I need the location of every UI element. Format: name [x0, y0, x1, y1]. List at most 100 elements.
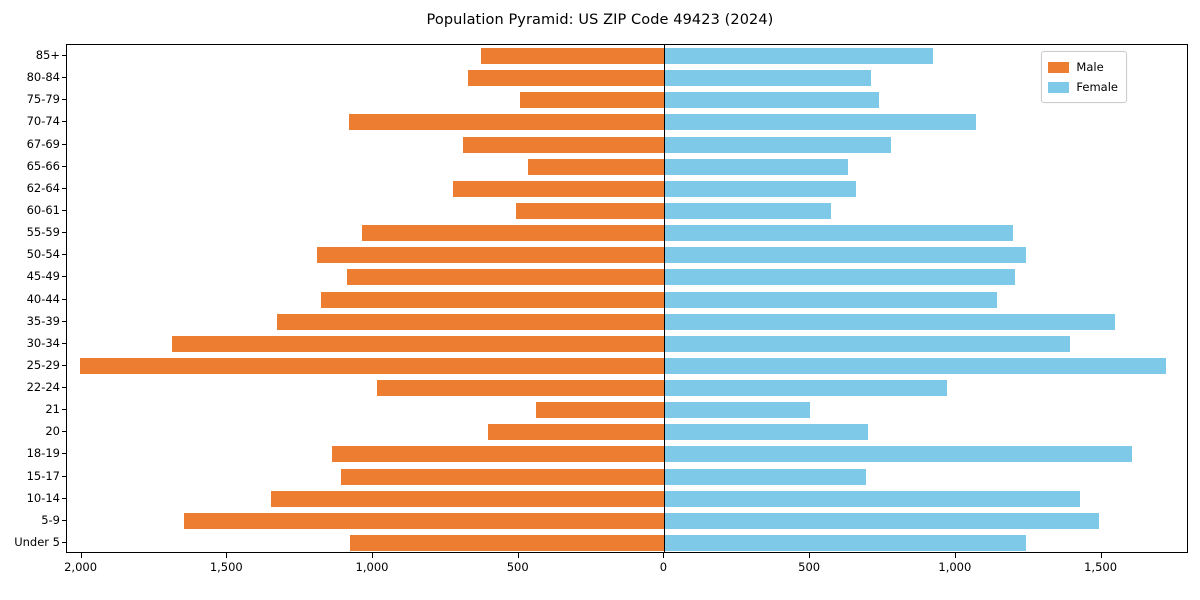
- y-axis-tick-label: 22-24: [26, 380, 60, 395]
- bar-male-30-34: [172, 335, 665, 352]
- y-axis-tick-label: Under 5: [14, 534, 60, 549]
- bar-male-70-74: [349, 114, 665, 131]
- y-axis-tick-label: 75-79: [26, 92, 60, 107]
- bar-female-40-44: [664, 291, 997, 308]
- legend-swatch-female: [1048, 81, 1070, 93]
- zero-axis-line: [663, 45, 666, 552]
- bar-male-65-66: [528, 158, 665, 175]
- y-axis-tick-label: 40-44: [26, 291, 60, 306]
- y-axis-tick-mark: [61, 99, 66, 101]
- bar-female-15-17: [664, 468, 866, 485]
- bar-male-22-24: [376, 380, 665, 397]
- x-axis-tick-label: 500: [506, 560, 529, 574]
- bar-female-60-61: [664, 202, 831, 219]
- x-axis-tick-mark: [954, 553, 956, 558]
- bar-male-21: [535, 402, 665, 419]
- bar-female-55-59: [664, 225, 1013, 242]
- bar-male-40-44: [321, 291, 665, 308]
- x-axis-tick-label: 1,000: [938, 560, 972, 574]
- y-axis-tick-mark: [61, 342, 66, 344]
- bar-female-25-29: [664, 357, 1166, 374]
- y-axis-tick-mark: [61, 254, 66, 256]
- y-axis-tick-mark: [61, 387, 66, 389]
- x-axis-tick-mark: [663, 553, 665, 558]
- legend-label: Female: [1076, 80, 1118, 94]
- legend-swatch-male: [1048, 61, 1070, 73]
- x-axis-tick-label: 2,000: [64, 560, 98, 574]
- bar-male-62-64: [453, 180, 665, 197]
- y-axis-tick-label: 5-9: [41, 512, 60, 527]
- bar-male-80-84: [468, 70, 665, 87]
- bar-male-35-39: [276, 313, 665, 330]
- bar-male-55-59: [361, 225, 665, 242]
- y-axis-tick-mark: [61, 121, 66, 123]
- bar-female-75-79: [664, 92, 880, 109]
- x-axis-tick-label: 1,000: [355, 560, 389, 574]
- x-axis-tick-mark: [1100, 553, 1102, 558]
- y-axis-tick-mark: [61, 232, 66, 234]
- bar-female-under-5: [664, 534, 1026, 551]
- bar-female-70-74: [664, 114, 976, 131]
- bar-male-15-17: [340, 468, 665, 485]
- y-axis-tick-mark: [61, 187, 66, 189]
- bar-male-10-14: [271, 490, 665, 507]
- bar-female-45-49: [664, 269, 1015, 286]
- bar-male-75-79: [519, 92, 665, 109]
- x-axis-tick-mark: [517, 553, 519, 558]
- x-axis-tick-mark: [809, 553, 811, 558]
- y-axis-tick-label: 25-29: [26, 357, 60, 372]
- y-axis-tick-label: 50-54: [26, 247, 60, 262]
- y-axis-tick-mark: [61, 165, 66, 167]
- bar-male-60-61: [516, 202, 665, 219]
- y-axis-tick-mark: [61, 55, 66, 57]
- bar-female-65-66: [664, 158, 848, 175]
- y-axis-tick-label: 21: [45, 402, 60, 417]
- y-axis-tick-mark: [61, 77, 66, 79]
- bar-female-67-69: [664, 136, 892, 153]
- y-axis-tick-label: 62-64: [26, 180, 60, 195]
- bar-male-25-29: [80, 357, 665, 374]
- legend-item-female[interactable]: Female: [1048, 77, 1118, 97]
- bar-male-5-9: [183, 512, 665, 529]
- y-axis-tick-mark: [61, 475, 66, 477]
- legend-item-male[interactable]: Male: [1048, 57, 1118, 77]
- bar-male-50-54: [317, 247, 665, 264]
- y-axis-tick-label: 18-19: [26, 446, 60, 461]
- y-axis-tick-mark: [61, 298, 66, 300]
- x-axis-tick-label: 1,500: [209, 560, 243, 574]
- bar-female-50-54: [664, 247, 1026, 264]
- y-axis-tick-label: 65-66: [26, 158, 60, 173]
- y-axis-tick-label: 60-61: [26, 202, 60, 217]
- y-axis-tick-label: 67-69: [26, 136, 60, 151]
- y-axis-tick-mark: [61, 209, 66, 211]
- y-axis-tick-label: 70-74: [26, 114, 60, 129]
- x-axis-tick-mark: [372, 553, 373, 558]
- bar-female-21: [664, 402, 811, 419]
- y-axis-tick-mark: [61, 409, 66, 411]
- y-axis-tick-mark: [61, 364, 66, 366]
- y-axis-tick-label: 45-49: [26, 269, 60, 284]
- bar-male-20: [487, 424, 665, 441]
- bar-female-20: [664, 424, 869, 441]
- x-axis-tick-label: 500: [798, 560, 821, 574]
- y-axis-tick-mark: [61, 519, 66, 521]
- plot-area: [66, 44, 1188, 553]
- bars-layer: [67, 45, 1187, 552]
- y-axis-tick-label: 80-84: [26, 70, 60, 85]
- bar-male-under-5: [349, 534, 665, 551]
- y-axis-tick-label: 10-14: [26, 490, 60, 505]
- y-axis-tick-label: 85+: [35, 48, 60, 63]
- bar-female-85-: [664, 48, 933, 65]
- x-axis-tick-label: 1,500: [1084, 560, 1118, 574]
- bar-male-45-49: [347, 269, 665, 286]
- y-axis-tick-label: 30-34: [26, 335, 60, 350]
- x-axis-tick-label: 0: [659, 560, 668, 574]
- bar-male-67-69: [463, 136, 665, 153]
- y-axis-tick-label: 55-59: [26, 225, 60, 240]
- bar-female-18-19: [664, 446, 1133, 463]
- legend-label: Male: [1076, 60, 1104, 74]
- y-axis-tick-mark: [61, 453, 66, 455]
- bar-female-62-64: [664, 180, 857, 197]
- bar-female-10-14: [664, 490, 1080, 507]
